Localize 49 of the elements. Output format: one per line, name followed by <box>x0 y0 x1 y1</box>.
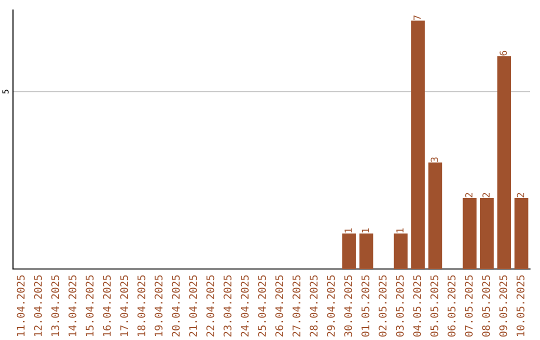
x-tick-label: 04.05.2025 <box>413 275 422 337</box>
data-label: 2 <box>482 193 490 198</box>
x-tick-label: 01.05.2025 <box>361 275 370 337</box>
bar <box>394 234 408 269</box>
x-tick-label: 19.04.2025 <box>154 275 163 336</box>
bar <box>514 198 528 269</box>
x-tick-label: 30.04.2025 <box>344 275 352 337</box>
data-label: 1 <box>344 228 352 232</box>
x-tick-label: 11.04.2025 <box>16 275 25 336</box>
x-tick-label: 12.04.2025 <box>34 275 42 336</box>
x-tick-label: 22.04.2025 <box>206 275 214 336</box>
data-label: 2 <box>465 193 472 198</box>
x-tick-label: 07.05.2025 <box>464 275 473 337</box>
bar <box>480 198 494 269</box>
x-tick-label: 20.04.2025 <box>172 275 180 336</box>
x-tick-label: 02.05.2025 <box>378 275 387 337</box>
bar <box>359 234 374 269</box>
y-tick-label: 5 <box>2 90 9 94</box>
bar <box>411 20 425 269</box>
x-tick-label: 10.05.2025 <box>516 275 524 336</box>
x-tick-label: 08.05.2025 <box>482 275 490 337</box>
x-tick-label: 18.04.2025 <box>137 275 146 336</box>
data-label: 1 <box>362 228 369 232</box>
x-tick-label: 03.05.2025 <box>396 275 404 337</box>
x-tick-label: 23.04.2025 <box>224 275 232 336</box>
x-tick-label: 25.04.2025 <box>258 275 266 336</box>
x-tick-label: 05.05.2025 <box>430 275 438 337</box>
data-label: 6 <box>500 50 507 56</box>
x-tick-label: 29.04.2025 <box>326 275 335 336</box>
x-tick-label: 27.04.2025 <box>292 275 300 336</box>
data-label: 1 <box>396 228 404 232</box>
bar <box>462 198 477 269</box>
data-label: 7 <box>414 16 421 20</box>
x-tick-label: 14.04.2025 <box>68 275 76 336</box>
x-tick-label: 26.04.2025 <box>275 275 284 336</box>
x-tick-label: 17.04.2025 <box>120 275 128 336</box>
bar <box>342 234 356 269</box>
x-tick-label: 16.04.2025 <box>102 275 111 336</box>
bar <box>428 162 442 269</box>
x-tick-label: 09.05.2025 <box>499 275 508 337</box>
bar <box>497 56 512 269</box>
x-tick-label: 06.05.2025 <box>448 275 456 337</box>
x-tick-label: 13.04.2025 <box>51 275 60 336</box>
data-label: 2 <box>516 193 524 198</box>
x-tick-label: 24.04.2025 <box>240 275 249 336</box>
x-tick-label: 28.04.2025 <box>310 275 318 336</box>
x-tick-label: 15.04.2025 <box>86 275 94 336</box>
data-label: 3 <box>430 157 438 162</box>
x-tick-label: 21.04.2025 <box>189 275 197 336</box>
